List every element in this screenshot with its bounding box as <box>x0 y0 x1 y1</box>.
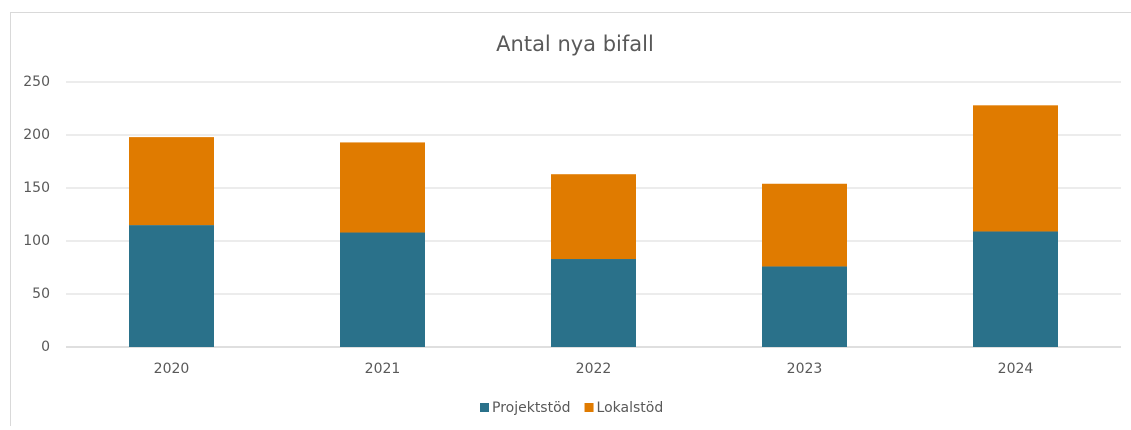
bar-segment <box>551 174 636 259</box>
chart-title: Antal nya bifall <box>496 32 654 56</box>
bar-segment <box>762 184 847 267</box>
y-tick-label: 150 <box>23 180 50 196</box>
legend-swatch <box>480 403 489 412</box>
y-tick-label: 50 <box>32 286 50 302</box>
legend-swatch <box>585 403 594 412</box>
x-tick-label: 2021 <box>365 361 401 377</box>
y-tick-label: 100 <box>23 233 50 249</box>
y-tick-label: 200 <box>23 127 50 143</box>
bar-segment <box>340 233 425 347</box>
legend-label: Lokalstöd <box>597 400 664 416</box>
bar-segment <box>973 105 1058 231</box>
bar-segment <box>973 231 1058 347</box>
bar-segment <box>340 142 425 232</box>
x-tick-label: 2022 <box>576 361 612 377</box>
bar-segment <box>762 266 847 347</box>
x-tick-label: 2023 <box>787 361 823 377</box>
bar-segment <box>551 259 636 347</box>
x-tick-label: 2020 <box>154 361 190 377</box>
legend-label: Projektstöd <box>492 400 571 416</box>
y-tick-label: 250 <box>23 74 50 90</box>
x-tick-label: 2024 <box>998 361 1034 377</box>
bar-segment <box>129 137 214 225</box>
y-tick-label: 0 <box>41 339 50 355</box>
bar-segment <box>129 225 214 347</box>
